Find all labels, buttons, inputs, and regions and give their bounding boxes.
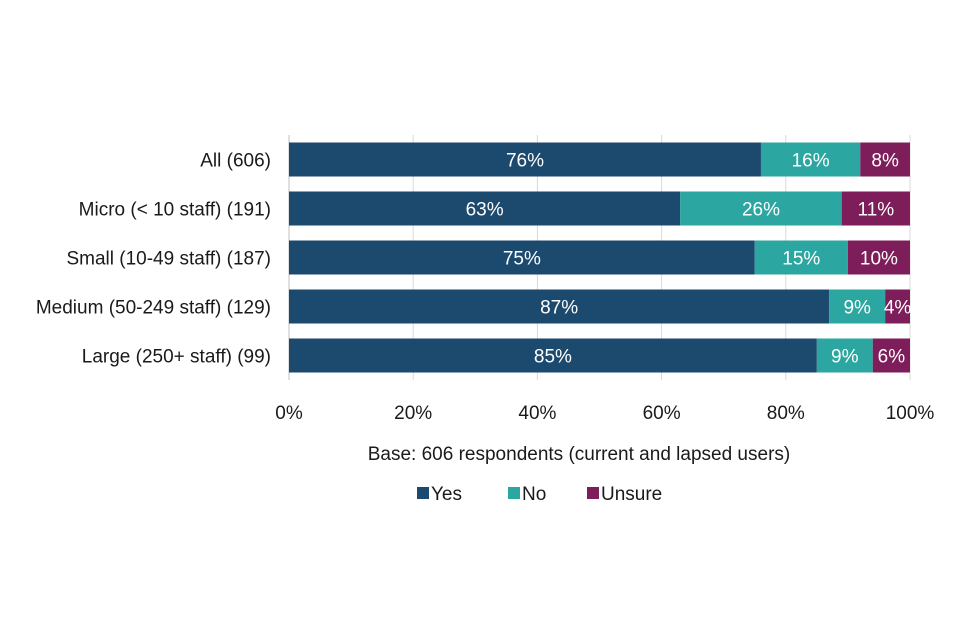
data-label: 76% <box>506 151 544 172</box>
category-label: All (606) <box>200 151 271 172</box>
bar-segment-no <box>816 338 873 373</box>
data-label: 8% <box>871 151 899 172</box>
bar-segment-yes <box>289 338 817 373</box>
x-tick-label: 40% <box>518 403 556 424</box>
legend: Yes No Unsure <box>417 484 662 505</box>
data-label: 26% <box>742 200 780 221</box>
bar-segment-yes <box>289 191 681 226</box>
data-label: 4% <box>884 298 912 319</box>
bar-segment-no <box>680 191 842 226</box>
data-label: 6% <box>878 347 906 368</box>
bar-segment-yes <box>289 240 755 275</box>
data-label: 63% <box>466 200 504 221</box>
category-labels: All (606) Micro (< 10 staff) (191) Small (… <box>36 151 271 368</box>
data-label: 75% <box>503 249 541 270</box>
x-tick-label: 80% <box>767 403 805 424</box>
data-label: 85% <box>534 347 572 368</box>
data-label: 16% <box>792 151 830 172</box>
bar-segment-unsure <box>847 240 910 275</box>
data-label: 9% <box>843 298 871 319</box>
legend-swatch-yes <box>417 487 429 499</box>
category-label: Micro (< 10 staff) (191) <box>79 200 271 221</box>
bar-segment-yes <box>289 142 761 177</box>
bar-segment-unsure <box>885 289 910 324</box>
legend-swatch-no <box>508 487 520 499</box>
bar-segment-yes <box>289 289 830 324</box>
bar-segment-no <box>829 289 886 324</box>
bar-segment-unsure <box>841 191 910 226</box>
bar-segment-no <box>754 240 848 275</box>
legend-swatch-unsure <box>587 487 599 499</box>
x-tick-label: 0% <box>275 403 303 424</box>
x-tick-label: 20% <box>394 403 432 424</box>
data-label: 87% <box>540 298 578 319</box>
legend-label: Yes <box>431 484 462 505</box>
bar-segment-no <box>760 142 861 177</box>
x-axis-label: Base: 606 respondents (current and lapse… <box>368 444 790 465</box>
data-label: 11% <box>858 200 895 221</box>
data-label: 10% <box>860 249 898 270</box>
bars: 76% 16% 8% 63% 26% 11% 75% 15% 10% 87% 9% 4% 85% 9% 6% <box>289 142 912 373</box>
legend-label: No <box>522 484 546 505</box>
bar-segment-unsure <box>860 142 910 177</box>
category-label: Small (10-49 staff) (187) <box>66 249 271 270</box>
category-label: Medium (50-249 staff) (129) <box>36 298 271 319</box>
data-label: 15% <box>782 249 820 270</box>
bar-segment-unsure <box>872 338 910 373</box>
legend-label: Unsure <box>601 484 662 505</box>
x-axis-ticks: 0% 20% 40% 60% 80% 100% <box>275 403 934 424</box>
x-tick-label: 100% <box>886 403 935 424</box>
data-label: 9% <box>831 347 859 368</box>
category-label: Large (250+ staff) (99) <box>82 347 271 368</box>
x-tick-label: 60% <box>643 403 681 424</box>
